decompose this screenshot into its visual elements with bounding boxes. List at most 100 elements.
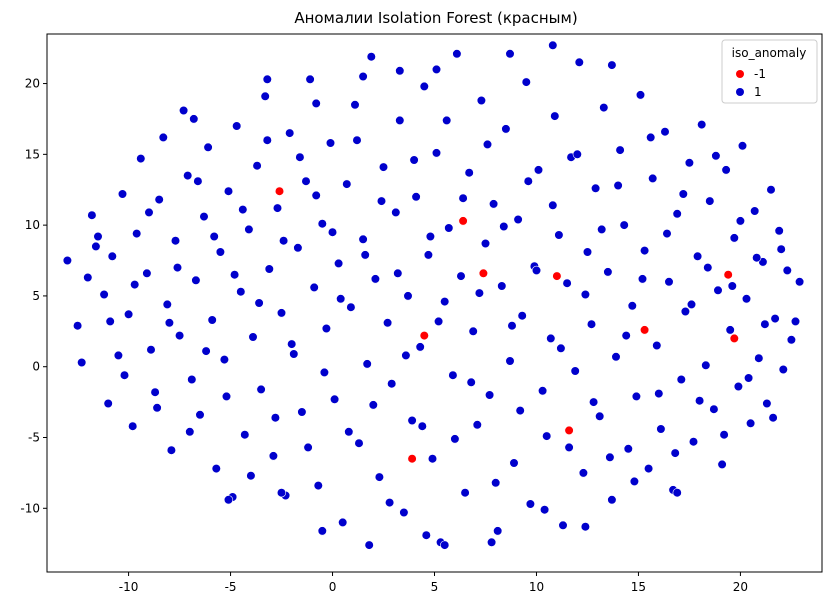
- anomaly-point-2: [478, 268, 489, 278]
- normal-point-26: [187, 374, 197, 385]
- normal-point-91: [452, 49, 462, 59]
- normal-point-99: [485, 390, 495, 400]
- normal-point-200: [319, 367, 330, 378]
- normal-point-160: [733, 381, 744, 392]
- normal-point-58: [317, 219, 327, 229]
- normal-point-105: [509, 458, 519, 468]
- normal-point-22: [170, 236, 181, 246]
- normal-point-88: [440, 297, 450, 307]
- normal-point-63: [338, 517, 348, 528]
- normal-point-27: [191, 275, 201, 285]
- normal-point-254: [760, 319, 770, 329]
- normal-point-170: [774, 226, 784, 236]
- normal-point-142: [660, 127, 670, 137]
- normal-point-158: [725, 325, 735, 335]
- legend-marker-normal: [736, 88, 744, 96]
- normal-point-248: [711, 151, 721, 161]
- normal-point-274: [189, 114, 199, 124]
- normal-point-186: [201, 346, 211, 356]
- normal-point-67: [354, 438, 364, 448]
- normal-point-198: [303, 442, 313, 453]
- normal-point-262: [580, 522, 591, 532]
- normal-point-134: [627, 301, 637, 311]
- normal-point-141: [656, 424, 666, 434]
- normal-point-191: [246, 471, 256, 481]
- normal-point-168: [766, 185, 776, 195]
- normal-point-162: [741, 294, 752, 304]
- normal-point-61: [330, 394, 340, 404]
- normal-point-223: [507, 321, 517, 331]
- legend-label-normal: 1: [754, 85, 762, 99]
- normal-point-153: [705, 196, 715, 206]
- x-tick-label: 15: [631, 580, 646, 594]
- normal-point-226: [531, 265, 542, 276]
- normal-point-228: [548, 200, 558, 210]
- normal-point-20: [162, 299, 172, 310]
- normal-point-250: [727, 281, 737, 291]
- anomaly-point-5: [639, 325, 650, 335]
- normal-point-221: [491, 478, 501, 488]
- normal-point-9: [113, 350, 123, 361]
- normal-point-64: [342, 179, 352, 189]
- normal-point-0: [62, 255, 73, 266]
- normal-point-188: [221, 391, 232, 402]
- normal-point-173: [786, 335, 797, 345]
- normal-point-217: [458, 193, 468, 203]
- normal-point-193: [262, 135, 272, 145]
- normal-point-255: [768, 413, 778, 423]
- normal-point-79: [403, 291, 413, 301]
- normal-point-245: [686, 299, 697, 310]
- normal-point-242: [662, 229, 672, 239]
- normal-point-43: [256, 384, 266, 395]
- normal-point-31: [207, 315, 217, 325]
- normal-point-219: [474, 288, 485, 298]
- y-tick-label: -5: [28, 431, 40, 445]
- normal-point-164: [750, 206, 760, 216]
- normal-point-203: [344, 427, 354, 437]
- normal-point-28: [195, 410, 205, 420]
- normal-point-121: [574, 57, 584, 67]
- normal-point-214: [434, 316, 444, 327]
- anomaly-point-8: [564, 425, 574, 436]
- normal-point-2: [77, 357, 87, 368]
- normal-point-83: [419, 81, 429, 91]
- normal-point-69: [362, 359, 372, 369]
- normal-point-24: [179, 105, 189, 116]
- normal-point-25: [183, 171, 193, 181]
- normal-point-39: [240, 430, 250, 440]
- normal-point-96: [472, 420, 482, 430]
- normal-point-7: [103, 398, 113, 409]
- legend-marker-anomaly: [736, 70, 744, 78]
- normal-point-213: [425, 231, 436, 242]
- normal-point-21: [166, 445, 176, 455]
- normal-point-227: [539, 505, 550, 515]
- normal-point-94: [464, 168, 474, 178]
- normal-point-190: [238, 205, 248, 215]
- normal-point-178: [119, 370, 130, 380]
- normal-point-257: [317, 526, 327, 536]
- normal-point-225: [523, 176, 533, 186]
- normal-point-16: [146, 345, 156, 355]
- normal-point-136: [635, 90, 646, 100]
- normal-point-258: [364, 540, 374, 550]
- anomaly-point-0: [274, 186, 285, 196]
- normal-point-23: [175, 331, 185, 341]
- normal-point-124: [586, 319, 597, 329]
- normal-point-264: [223, 495, 234, 505]
- x-tick-label: -5: [225, 580, 237, 594]
- normal-point-117: [558, 520, 568, 530]
- normal-point-273: [311, 98, 321, 108]
- normal-point-231: [572, 149, 582, 159]
- normal-point-148: [684, 158, 695, 168]
- x-tick-label: 10: [529, 580, 544, 594]
- normal-point-205: [360, 250, 370, 260]
- normal-point-183: [172, 263, 183, 273]
- normal-point-176: [91, 241, 101, 251]
- normal-point-232: [580, 289, 591, 300]
- normal-point-81: [411, 192, 421, 202]
- normal-point-216: [450, 434, 460, 444]
- normal-point-174: [790, 316, 801, 327]
- normal-point-140: [652, 340, 662, 351]
- x-tick-label: 5: [431, 580, 439, 594]
- normal-point-132: [619, 220, 629, 230]
